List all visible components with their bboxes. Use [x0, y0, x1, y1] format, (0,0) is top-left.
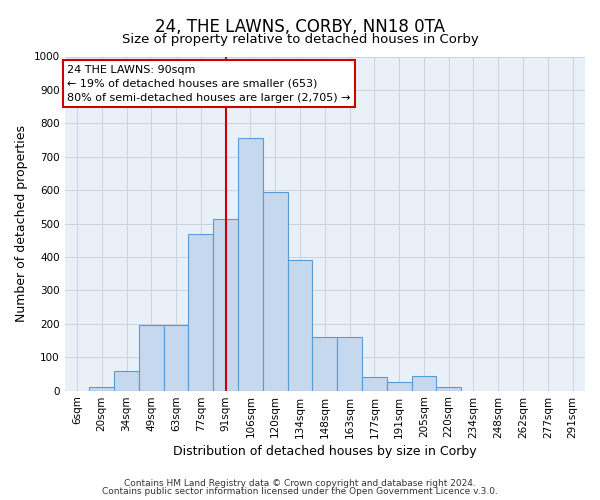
Bar — [164, 326, 188, 390]
Bar — [337, 337, 362, 390]
Bar — [387, 382, 412, 390]
Text: 24, THE LAWNS, CORBY, NN18 0TA: 24, THE LAWNS, CORBY, NN18 0TA — [155, 18, 445, 36]
Text: Size of property relative to detached houses in Corby: Size of property relative to detached ho… — [122, 32, 478, 46]
Text: Contains HM Land Registry data © Crown copyright and database right 2024.: Contains HM Land Registry data © Crown c… — [124, 478, 476, 488]
Bar — [362, 377, 387, 390]
Bar — [114, 370, 139, 390]
X-axis label: Distribution of detached houses by size in Corby: Distribution of detached houses by size … — [173, 444, 476, 458]
Text: 24 THE LAWNS: 90sqm
← 19% of detached houses are smaller (653)
80% of semi-detac: 24 THE LAWNS: 90sqm ← 19% of detached ho… — [67, 65, 350, 103]
Bar — [188, 234, 213, 390]
Y-axis label: Number of detached properties: Number of detached properties — [15, 125, 28, 322]
Text: Contains public sector information licensed under the Open Government Licence v.: Contains public sector information licen… — [102, 487, 498, 496]
Bar — [139, 326, 164, 390]
Bar — [89, 387, 114, 390]
Bar — [263, 192, 287, 390]
Bar — [287, 260, 313, 390]
Bar — [313, 337, 337, 390]
Bar — [238, 138, 263, 390]
Bar — [436, 387, 461, 390]
Bar — [213, 218, 238, 390]
Bar — [412, 376, 436, 390]
